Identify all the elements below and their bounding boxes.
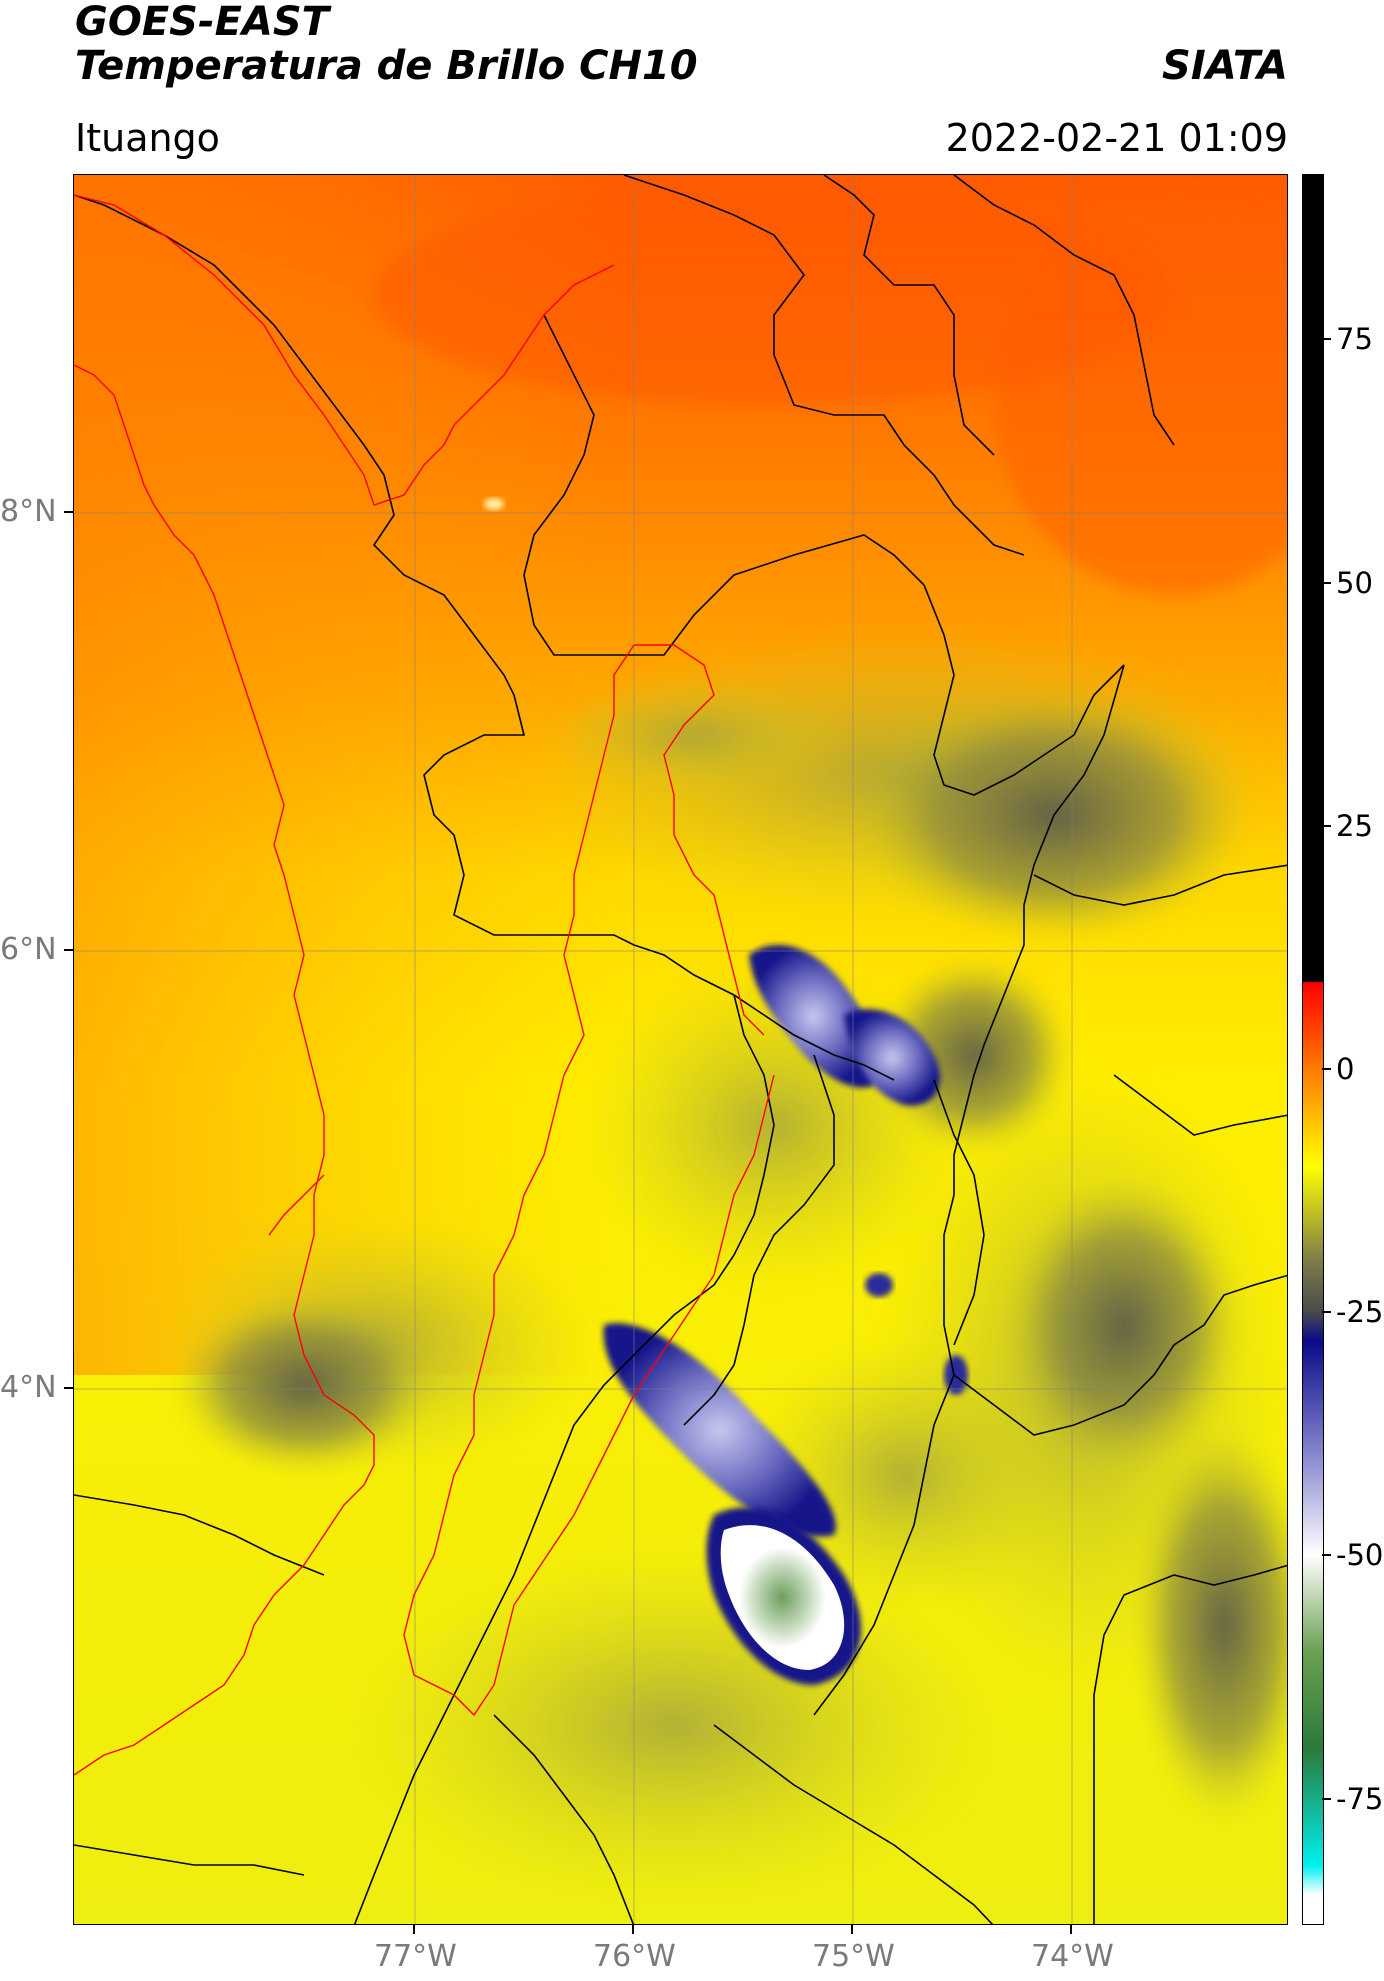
- map-canvas: [74, 175, 1287, 1924]
- lon-label-74w: 74°W: [1031, 1939, 1114, 1974]
- location-label: Ituango: [75, 116, 220, 160]
- temperature-colorbar: [1302, 174, 1324, 1925]
- department-boundaries: [74, 175, 1287, 1924]
- lon-tick-74w: [1070, 1925, 1072, 1934]
- colorbar-tick: [1322, 824, 1331, 827]
- lon-label-75w: 75°W: [812, 1939, 895, 1974]
- lon-tick-76w: [632, 1925, 634, 1934]
- lat-label-8n: 8°N: [0, 494, 57, 529]
- colorbar-tick: [1322, 1797, 1331, 1800]
- colorbar-label: -50: [1336, 1538, 1384, 1573]
- colorbar-label: 75: [1336, 322, 1373, 357]
- colorbar-label: 25: [1336, 808, 1373, 843]
- colorbar-tick: [1322, 581, 1331, 584]
- colorbar-label: 0: [1336, 1051, 1355, 1086]
- colorbar-tick: [1322, 1067, 1331, 1070]
- brand-label: SIATA: [1162, 43, 1288, 89]
- lat-tick-8n: [64, 511, 73, 513]
- lat-label-4n: 4°N: [0, 1370, 57, 1405]
- gridlines: [74, 175, 1287, 1924]
- colorbar-tick: [1322, 338, 1331, 341]
- lat-tick-6n: [64, 949, 73, 951]
- colorbar-label: 50: [1336, 565, 1373, 600]
- colorbar-label: -25: [1336, 1295, 1384, 1330]
- colorbar-label: -75: [1336, 1781, 1384, 1816]
- national-boundary: [74, 194, 775, 1776]
- lon-label-77w: 77°W: [374, 1939, 457, 1974]
- convective-cells: [484, 498, 968, 1685]
- colorbar-tick: [1322, 1311, 1331, 1314]
- lon-tick-77w: [413, 1925, 415, 1934]
- product-title: Temperatura de Brillo CH10: [75, 43, 698, 89]
- lon-label-76w: 76°W: [593, 1939, 676, 1974]
- lat-tick-4n: [64, 1387, 73, 1389]
- lat-label-6n: 6°N: [0, 932, 57, 967]
- lon-tick-75w: [851, 1925, 853, 1934]
- colorbar-tick: [1322, 1554, 1331, 1557]
- datetime-label: 2022-02-21 01:09: [945, 116, 1288, 160]
- satellite-map: [73, 174, 1288, 1925]
- satellite-title: GOES-EAST: [75, 0, 329, 45]
